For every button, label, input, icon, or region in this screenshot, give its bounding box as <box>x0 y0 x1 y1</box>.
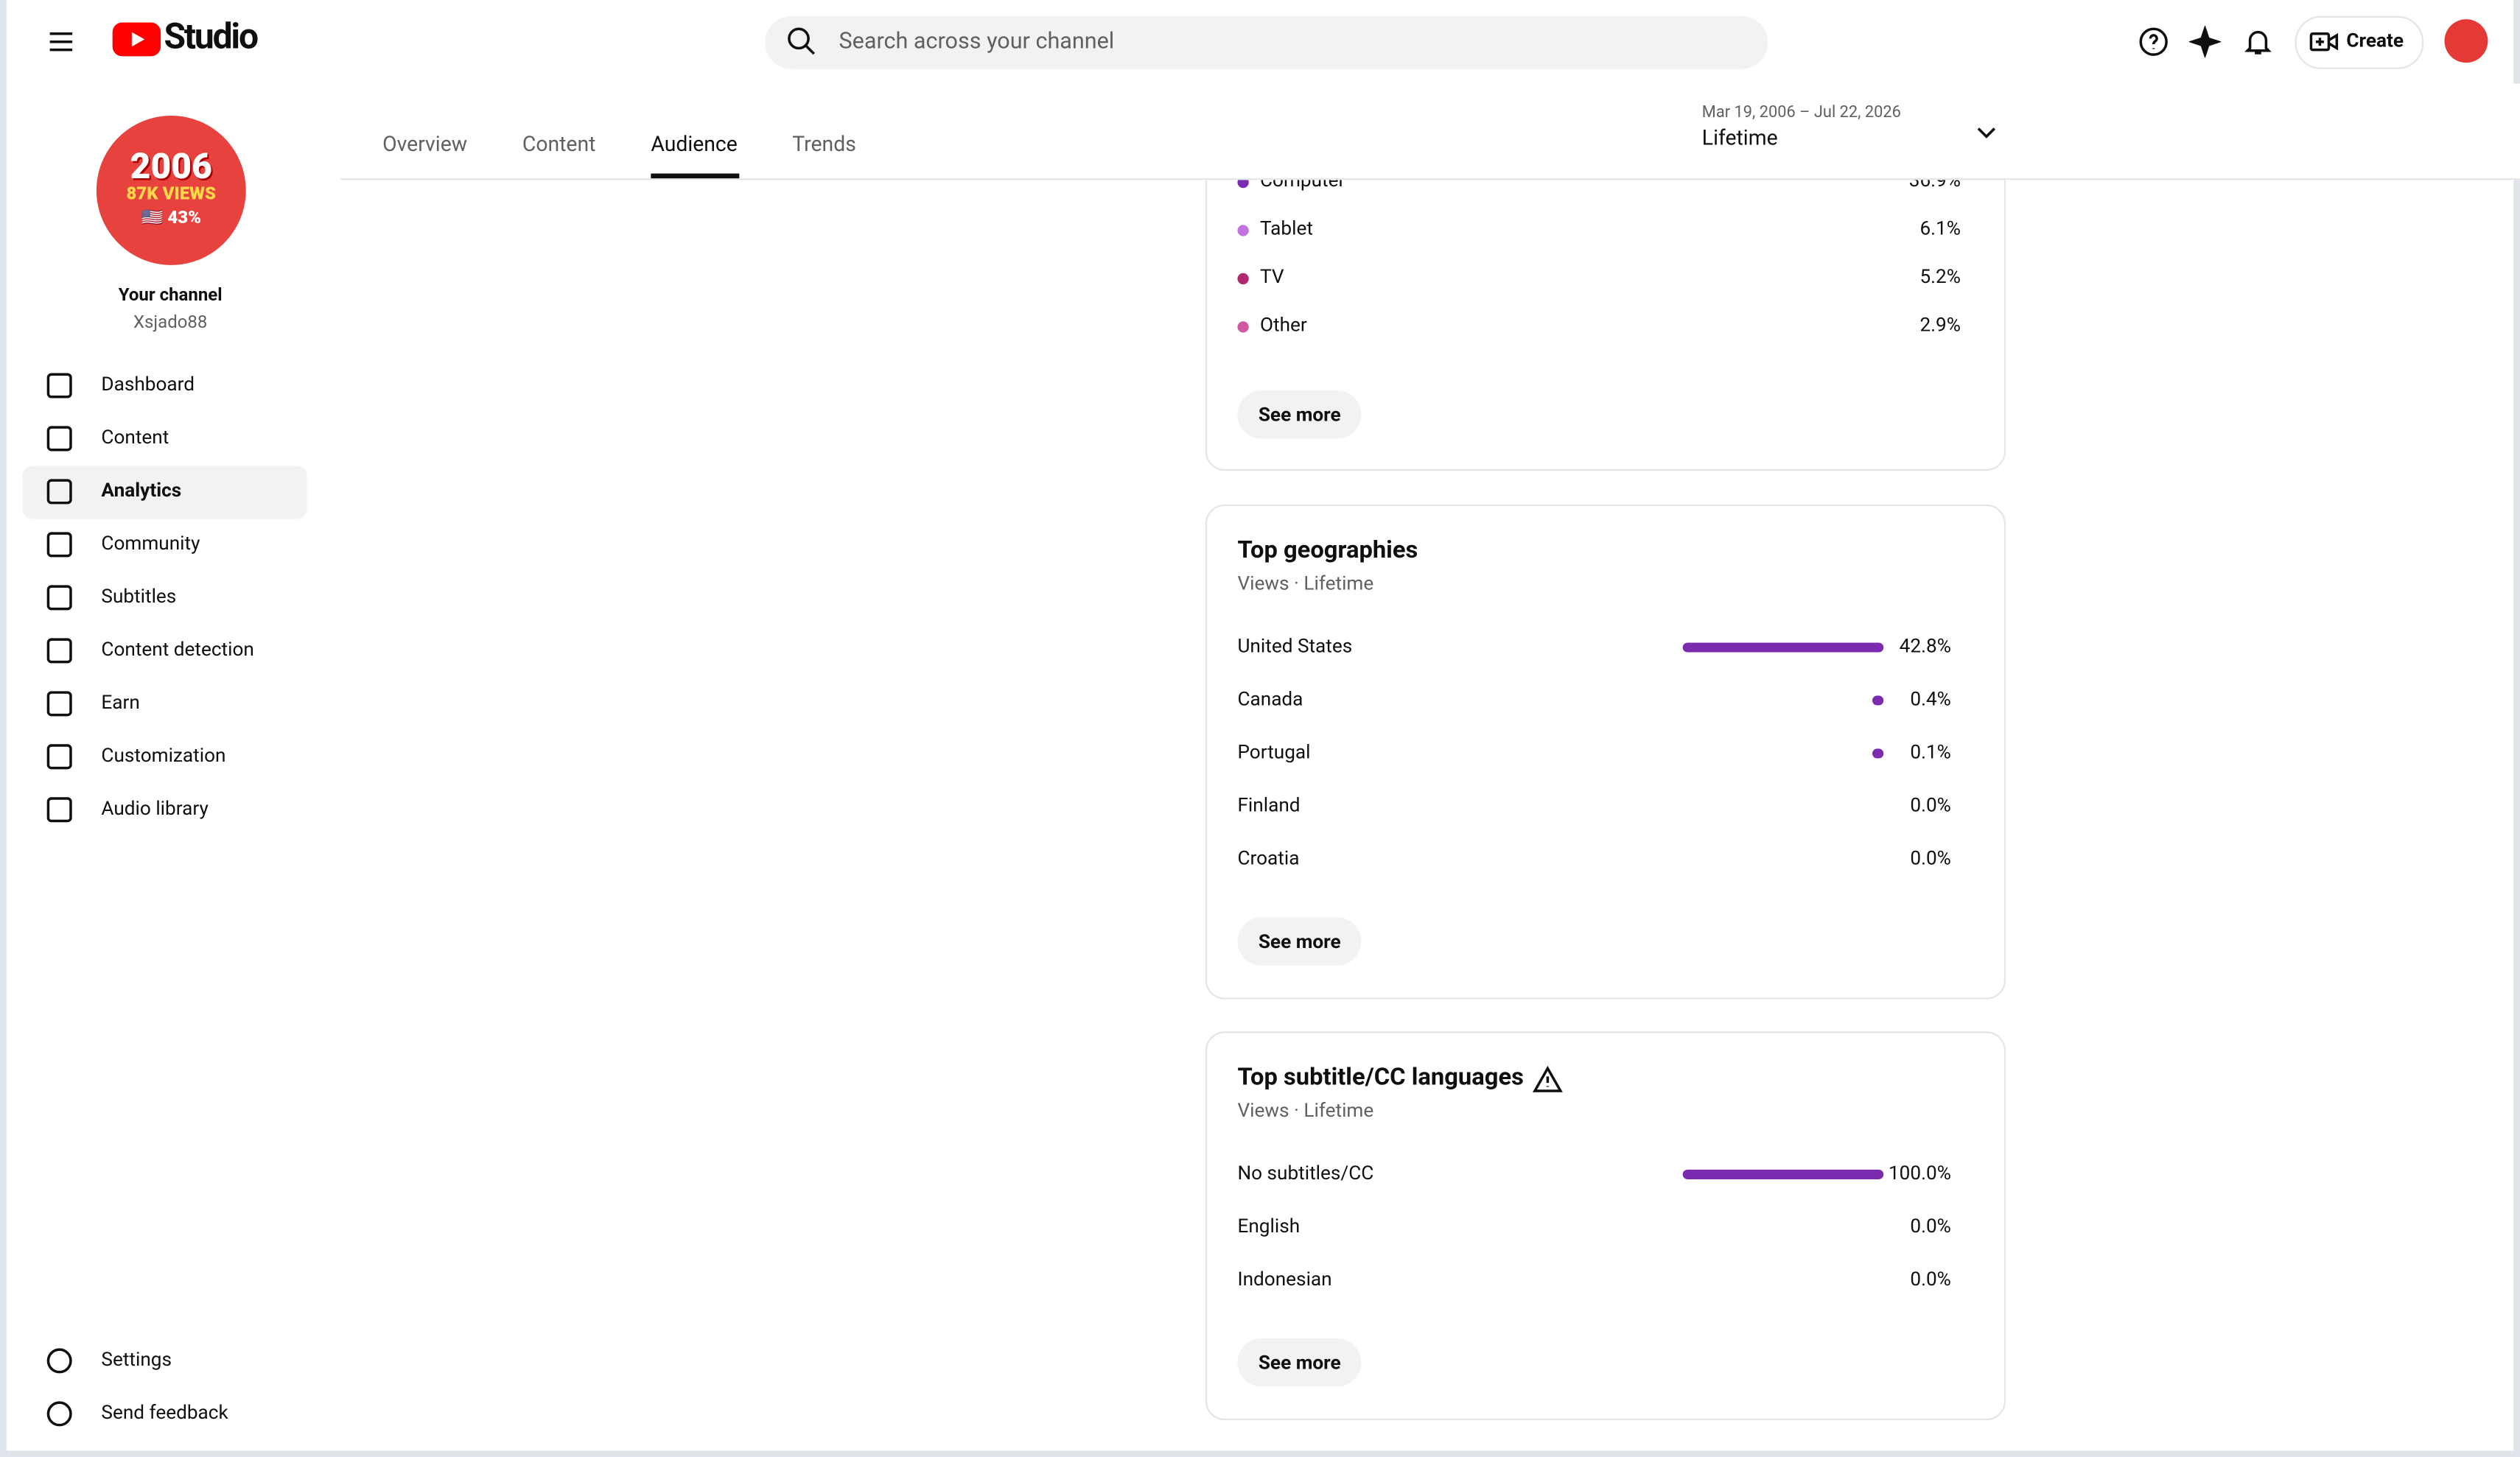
nav-item[interactable]: Earn <box>101 690 140 714</box>
channel-label: Your channel <box>118 284 223 306</box>
value-bar <box>1872 748 1884 759</box>
row-label: United States <box>1237 634 1353 658</box>
avatar-year: 2006 <box>130 147 212 189</box>
tab-underline <box>651 173 740 179</box>
nav-icon[interactable] <box>43 582 76 614</box>
nav-icon[interactable] <box>43 1345 76 1377</box>
row-label: English <box>1237 1214 1301 1237</box>
date-range-dates[interactable]: Mar 19, 2006 – Jul 22, 2026 <box>1701 104 1901 122</box>
row-label: Croatia <box>1237 846 1300 869</box>
nav-icon[interactable] <box>43 635 76 667</box>
row-label: Other <box>1259 313 1307 336</box>
row-label: No subtitles/CC <box>1237 1161 1374 1184</box>
help-button[interactable] <box>2138 26 2170 58</box>
see-more-button[interactable]: See more <box>1237 917 1362 966</box>
channel-handle: Xsjado88 <box>133 312 208 333</box>
date-dropdown[interactable] <box>1970 116 2003 148</box>
nav-icon[interactable] <box>43 476 76 508</box>
warning-icon[interactable] <box>1532 1064 1564 1096</box>
card-title: Top geographies <box>1237 535 1418 564</box>
row-value: 100.0% <box>1888 1161 1951 1184</box>
nav-item[interactable]: Audio library <box>101 796 209 820</box>
create-label[interactable]: Create <box>2346 29 2404 52</box>
avatar-views: 87K VIEWS <box>126 183 217 205</box>
row-label: Canada <box>1237 687 1303 711</box>
date-range-period[interactable]: Lifetime <box>1701 127 1778 152</box>
legend-dot <box>1237 273 1249 285</box>
search-placeholder[interactable]: Search across your channel <box>839 29 1115 55</box>
row-value: 5.2% <box>1919 264 1961 288</box>
nav-icon[interactable] <box>43 370 76 402</box>
row-label: Portugal <box>1237 740 1311 764</box>
nav-item[interactable]: Settings <box>101 1347 172 1371</box>
logo[interactable] <box>112 22 161 57</box>
card-subtitle: Views · Lifetime <box>1237 572 1374 595</box>
value-bar <box>1872 695 1884 706</box>
value-bar <box>1682 642 1884 653</box>
row-value: 0.1% <box>1910 740 1951 764</box>
account-avatar[interactable] <box>2444 19 2488 63</box>
nav-item[interactable]: Community <box>101 531 200 555</box>
tabs-band <box>340 83 2520 180</box>
nav-icon[interactable] <box>43 688 76 720</box>
create-button[interactable] <box>2295 15 2424 69</box>
row-value: 42.8% <box>1899 634 1951 658</box>
nav-icon[interactable] <box>43 1398 76 1430</box>
ai-button[interactable] <box>2188 24 2222 59</box>
nav-item[interactable]: Subtitles <box>101 584 177 608</box>
row-value: 0.0% <box>1910 846 1951 869</box>
tab[interactable]: Audience <box>651 133 738 158</box>
nav-item[interactable]: Content detection <box>101 637 254 661</box>
value-bar <box>1682 1169 1884 1179</box>
search-icon <box>786 26 819 58</box>
create-icon <box>2308 26 2340 58</box>
nav-item[interactable]: Dashboard <box>101 373 195 396</box>
row-label: Indonesian <box>1237 1267 1332 1291</box>
menu-button[interactable] <box>45 26 77 58</box>
row-value: 0.0% <box>1910 793 1951 817</box>
nav-icon[interactable] <box>43 423 76 455</box>
notifications-button[interactable] <box>2242 26 2275 58</box>
nav-item[interactable]: Content <box>101 425 169 449</box>
row-value: 0.0% <box>1910 1214 1951 1237</box>
nav-icon[interactable] <box>43 529 76 561</box>
tab[interactable]: Content <box>522 133 596 158</box>
avatar-share: 🇺🇸 43% <box>141 207 202 228</box>
nav-item[interactable]: Customization <box>101 743 226 767</box>
nav-item[interactable]: Analytics <box>101 478 182 502</box>
row-value: 2.9% <box>1919 313 1961 336</box>
nav-icon[interactable] <box>43 740 76 773</box>
card-subtitle: Views · Lifetime <box>1237 1098 1374 1122</box>
subtitles-card <box>1205 1031 2006 1421</box>
logo-text[interactable]: Studio <box>164 17 259 58</box>
legend-dot <box>1237 321 1249 333</box>
see-more-button[interactable]: See more <box>1237 1338 1362 1387</box>
tab[interactable]: Overview <box>382 133 468 158</box>
see-more-button[interactable]: See more <box>1237 390 1362 439</box>
legend-dot <box>1237 225 1249 236</box>
channel-avatar[interactable]: 2006 87K VIEWS 🇺🇸 43% <box>96 116 246 265</box>
row-label: Finland <box>1237 793 1301 817</box>
row-label: Tablet <box>1259 217 1313 239</box>
row-label: TV <box>1259 264 1284 288</box>
nav-item[interactable]: Send feedback <box>101 1400 228 1424</box>
row-value: 0.4% <box>1910 687 1951 711</box>
nav-icon[interactable] <box>43 793 76 826</box>
row-value: 6.1% <box>1919 217 1961 239</box>
tab[interactable]: Trends <box>792 133 856 158</box>
geographies-card <box>1205 504 2006 1000</box>
card-title: Top subtitle/CC languages <box>1237 1061 1524 1091</box>
row-value: 0.0% <box>1910 1267 1951 1291</box>
search-box[interactable] <box>765 15 1768 69</box>
